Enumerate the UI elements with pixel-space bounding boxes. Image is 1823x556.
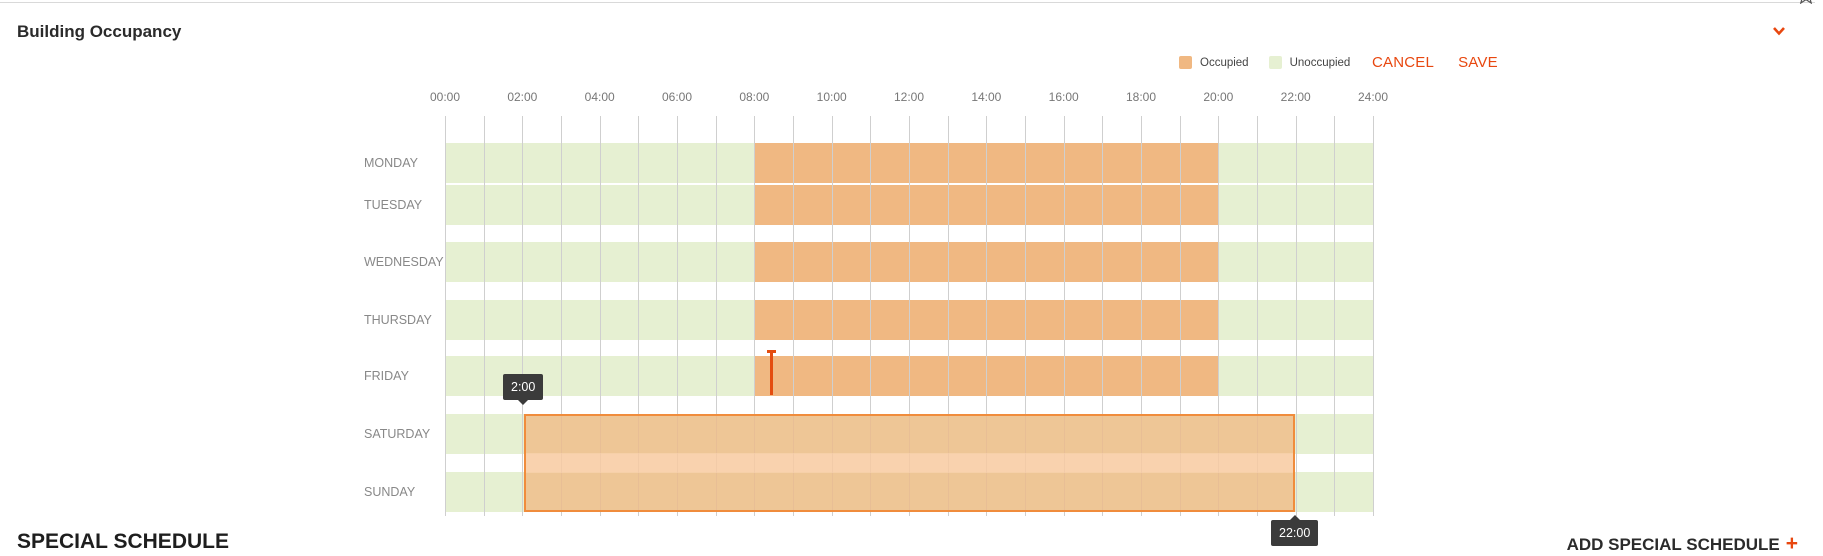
grid-line — [1179, 116, 1181, 516]
cancel-button[interactable]: CANCEL — [1372, 54, 1435, 71]
grid-line — [638, 116, 640, 516]
grid-line — [561, 116, 562, 516]
day-label: SATURDAY — [364, 427, 431, 441]
hour-label: 24:00 — [1357, 90, 1389, 104]
day-label: TUESDAY — [364, 198, 423, 212]
day-label: SUNDAY — [364, 485, 416, 499]
grid-line — [870, 116, 872, 516]
special-schedule-title: SPECIAL SCHEDULE — [17, 530, 229, 553]
schedule-grid[interactable] — [445, 116, 1374, 516]
schedule-actions: CANCEL SAVE — [1372, 54, 1498, 71]
legend: Occupied Unoccupied — [1179, 56, 1370, 69]
grid-line — [793, 116, 794, 516]
hour-label: 10:00 — [816, 90, 847, 104]
hour-label: 12:00 — [893, 90, 925, 104]
grid-line — [1025, 116, 1026, 516]
save-button[interactable]: SAVE — [1458, 54, 1498, 71]
grid-line — [1218, 116, 1220, 516]
grid-line — [1063, 116, 1065, 516]
legend-unoccupied: Unoccupied — [1268, 56, 1351, 69]
selection-end-tooltip: 22:00 — [1271, 520, 1319, 546]
legend-unoccupied-label: Unoccupied — [1289, 56, 1351, 69]
section-title: Building Occupancy — [17, 22, 182, 41]
grid-line — [599, 116, 601, 516]
grid-line — [715, 116, 717, 516]
legend-occupied-label: Occupied — [1200, 56, 1249, 69]
grid-line — [1257, 116, 1258, 516]
selection-start-tooltip: 2:00 — [503, 374, 544, 400]
grid-line — [986, 116, 988, 516]
hour-label: 14:00 — [971, 90, 1002, 104]
grid-line — [1373, 116, 1374, 516]
hour-label: 00:00 — [429, 90, 461, 104]
selection-block[interactable] — [524, 414, 1295, 512]
hour-label: 20:00 — [1203, 90, 1234, 104]
resize-handle[interactable] — [767, 350, 776, 395]
grid-line — [1141, 116, 1142, 516]
grid-line — [947, 116, 949, 516]
grid-line — [445, 116, 446, 516]
hour-label: 18:00 — [1125, 90, 1157, 104]
plus-icon: + — [1785, 532, 1798, 555]
grid-line — [1102, 116, 1104, 516]
hour-label: 16:00 — [1048, 90, 1079, 104]
grid-line — [677, 116, 678, 516]
grid-line — [754, 116, 756, 516]
unoccupied-swatch — [1268, 56, 1282, 69]
add-special-schedule-label: ADD SPECIAL SCHEDULE — [1566, 535, 1780, 554]
day-label: MONDAY — [364, 156, 418, 170]
top-divider — [0, 2, 1815, 3]
hour-label: 04:00 — [584, 90, 615, 104]
star-icon[interactable] — [1797, 0, 1815, 4]
day-label: WEDNESDAY — [364, 255, 444, 269]
hour-label: 02:00 — [507, 90, 538, 104]
occupied-swatch — [1179, 56, 1192, 69]
add-special-schedule-button[interactable]: ADD SPECIAL SCHEDULE + — [1567, 532, 1798, 556]
chevron-down-icon[interactable] — [1771, 24, 1787, 38]
hour-label: 08:00 — [739, 90, 770, 104]
hour-axis: 00:00 02:00 04:00 06:00 08:00 10:00 12:00 14:00… — [0, 90, 1823, 106]
legend-occupied: Occupied — [1179, 56, 1249, 69]
day-label: FRIDAY — [364, 369, 409, 383]
grid-line — [522, 116, 524, 516]
grid-line — [909, 116, 910, 516]
grid-line — [1295, 116, 1297, 516]
selection-gap-band — [526, 453, 1293, 473]
hour-label: 06:00 — [661, 90, 693, 104]
day-label: THURSDAY — [364, 313, 432, 327]
grid-line — [483, 116, 485, 516]
hour-label: 22:00 — [1280, 90, 1311, 104]
grid-line — [831, 116, 833, 516]
grid-line — [1334, 116, 1336, 516]
